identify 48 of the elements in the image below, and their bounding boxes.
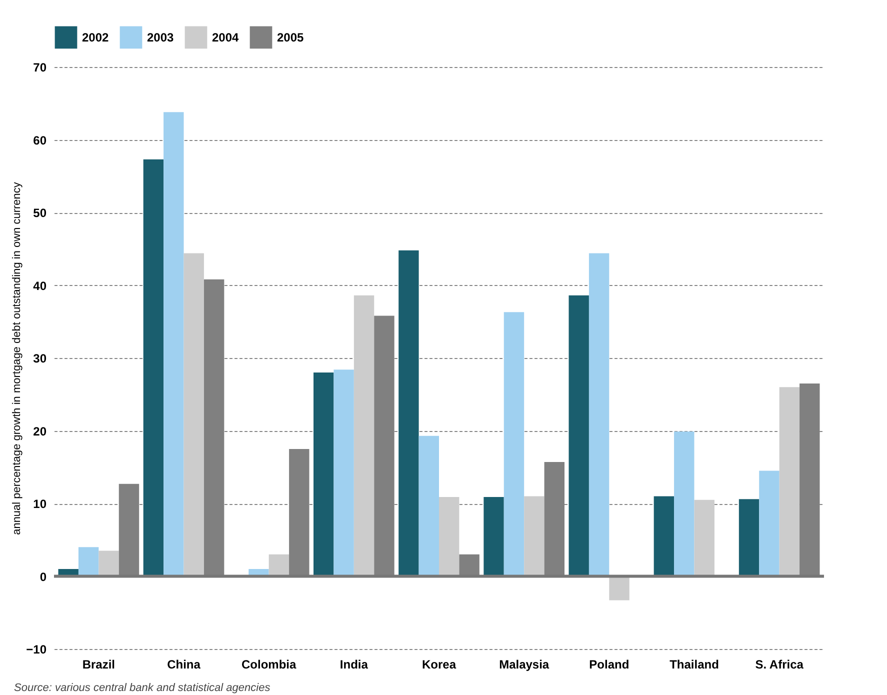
y-tick-label: 50 — [33, 206, 47, 220]
bar — [654, 496, 674, 576]
bar — [524, 496, 544, 576]
y-tick-label: 30 — [33, 352, 47, 366]
bar — [779, 387, 800, 576]
y-tick-label: 70 — [33, 60, 47, 74]
bar — [398, 250, 419, 576]
y-tick-label: 40 — [33, 278, 47, 293]
legend-label: 2005 — [277, 30, 304, 44]
x-tick-label: Malaysia — [499, 658, 550, 672]
bar — [143, 159, 164, 576]
x-tick-label: Thailand — [670, 658, 719, 672]
bar — [568, 295, 589, 576]
x-tick-label: S. Africa — [755, 658, 804, 672]
legend-label: 2002 — [82, 30, 110, 44]
y-tick-label: 10 — [33, 497, 47, 511]
bar — [98, 550, 119, 576]
bar — [184, 253, 204, 576]
bar — [314, 372, 334, 576]
bar — [439, 496, 460, 576]
x-tick-label: Korea — [422, 658, 456, 672]
y-tick-label: 0 — [40, 570, 47, 584]
bar — [354, 295, 374, 576]
bar — [694, 500, 714, 576]
x-tick-label: Poland — [589, 658, 630, 672]
bar — [334, 370, 354, 576]
bar — [504, 312, 524, 576]
legend-label: 2003 — [147, 30, 174, 44]
bar — [738, 499, 760, 576]
bar — [484, 496, 504, 576]
x-tick-label: Brazil — [82, 658, 116, 672]
bar — [609, 576, 630, 600]
source-note: Source: various central bank and statistical agencies — [14, 682, 272, 694]
y-tick-label: −10 — [26, 642, 47, 656]
x-tick-label: India — [340, 658, 368, 672]
bar — [78, 547, 99, 576]
bar — [164, 112, 184, 576]
y-axis-title: annual percentage growth in mortgage debt outstanding in own currency — [11, 182, 24, 535]
bar — [588, 253, 610, 576]
x-tick-label: China — [167, 658, 201, 672]
x-tick-label: Colombia — [242, 658, 296, 672]
y-tick-label: 60 — [33, 133, 47, 148]
y-tick-label: 20 — [33, 424, 47, 438]
bar — [418, 436, 439, 576]
bar — [674, 431, 694, 576]
legend-label: 2004 — [212, 30, 240, 44]
bar — [759, 470, 780, 576]
bar — [268, 554, 290, 576]
